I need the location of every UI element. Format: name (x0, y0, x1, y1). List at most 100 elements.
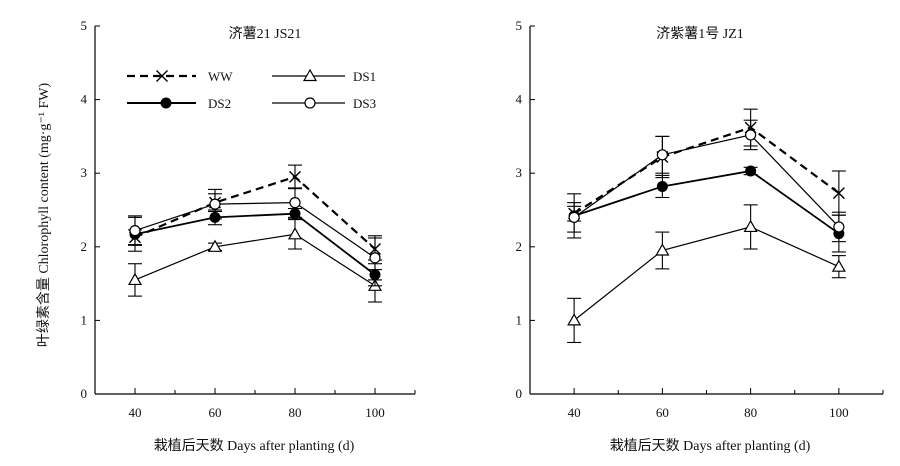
legend-item-ds1: DS1 (272, 68, 376, 84)
data-point-ds1 (207, 239, 223, 252)
panel-title: 济紫薯1号 JZ1 (656, 26, 744, 42)
data-point-ds1 (655, 243, 670, 256)
legend-marker-circle-open (304, 97, 316, 109)
plot-layer: 0 1 2 3 4 5 40 60 80 100 (516, 18, 884, 420)
data-point-ds2 (745, 165, 757, 177)
data-point-ds1 (743, 219, 758, 233)
legend-marker-circle-open-shape (304, 97, 316, 109)
legend-label-ds1: DS1 (353, 69, 376, 84)
data-point-ds1 (287, 227, 303, 240)
series-line-ds1 (573, 226, 840, 321)
data-point-ds1 (831, 259, 846, 272)
series-line-ww (573, 126, 840, 215)
series-line-ds3 (134, 202, 376, 259)
data-point-ds3-shape (656, 149, 668, 161)
data-point-ds3-shape (289, 197, 301, 209)
y-tick-label: 4 (81, 92, 88, 107)
legend-marker-ww (156, 70, 168, 82)
y-tick-label: 0 (516, 386, 523, 401)
y-tick-label: 1 (81, 312, 88, 327)
x-tick-label: 60 (656, 405, 669, 420)
y-tick-label: 2 (81, 239, 88, 254)
series-line-ww (134, 175, 376, 250)
data-point-ds2-shape (745, 165, 757, 177)
data-point-ds3 (833, 221, 845, 233)
data-point-ww-stroke (832, 187, 845, 200)
y-tick-label: 4 (516, 92, 523, 107)
x-axis-title: 栽植后天数 Days after planting (d) (610, 438, 811, 454)
legend-marker-ds3 (304, 97, 316, 109)
y-tick-label: 5 (81, 18, 88, 33)
legend-marker-circle-filled (160, 97, 172, 109)
chart-panel-js21: 济薯21 JS21 栽植后天数 Days after planting (d) … (36, 18, 416, 454)
data-point-ds3 (289, 197, 301, 209)
series-ds3 (567, 119, 846, 243)
x-tick-label: 40 (568, 405, 581, 420)
x-tick-label: 60 (209, 405, 222, 420)
series-line-ds2 (134, 212, 376, 276)
series-ds3 (128, 187, 382, 281)
series-line-ds3 (573, 134, 840, 228)
data-point-ds3 (209, 198, 221, 210)
data-point-ds3-shape (129, 225, 141, 237)
y-tick-label: 3 (516, 165, 523, 180)
data-point-ds2-shape (656, 180, 668, 192)
data-point-ds1-shape (287, 227, 303, 240)
data-point-ds3-shape (745, 129, 757, 141)
plot-layer: 0 1 2 3 4 5 40 60 80 100 (81, 18, 416, 420)
series-ww (128, 164, 382, 261)
series-line-ds1 (134, 233, 376, 287)
y-tick-label: 1 (516, 312, 523, 327)
chart-panel-jz1: 济紫薯1号 JZ1 栽植后天数 Days after planting (d) … (516, 18, 884, 454)
legend-label-ww: WW (208, 69, 233, 84)
legend-item-ds2: DS2 (127, 96, 231, 111)
data-point-ds3-shape (568, 211, 580, 223)
x-tick-label: 80 (289, 405, 302, 420)
series-ds1 (127, 219, 383, 303)
series-line-ds2 (573, 170, 840, 235)
y-tick-label: 2 (516, 239, 523, 254)
y-tick-label: 3 (81, 165, 88, 180)
data-point-ds1-shape (831, 259, 846, 272)
x-tick-label: 100 (829, 405, 849, 420)
legend-item-ww: WW (127, 69, 233, 84)
legend-marker-ds1 (302, 68, 318, 82)
data-point-ds1-shape (743, 219, 758, 233)
x-tick-label: 80 (744, 405, 757, 420)
y-axis-title: 叶绿素含量 Chlorophyll content (mg·g⁻¹ FW) (36, 82, 52, 347)
data-point-ds3 (656, 149, 668, 161)
legend-item-ds3: DS3 (272, 96, 376, 111)
data-point-ds2 (656, 180, 668, 192)
data-point-ds3 (568, 211, 580, 223)
data-point-ds1-shape (127, 272, 143, 286)
data-point-ww-stroke (289, 170, 301, 183)
legend-marker-x-stroke (156, 70, 168, 82)
data-point-ww (832, 187, 845, 200)
data-point-ds3-shape (833, 221, 845, 233)
y-tick-label: 0 (81, 386, 88, 401)
legend-marker-triangle-open-shape (302, 68, 318, 82)
series-ds1 (567, 204, 846, 344)
data-point-ds1-shape (567, 313, 582, 326)
data-point-ds3 (745, 129, 757, 141)
legend-marker-ds2 (160, 97, 172, 109)
legend-label-ds3: DS3 (353, 96, 376, 111)
panel-title: 济薯21 JS21 (229, 26, 302, 42)
data-point-ds1-shape (655, 243, 670, 256)
y-tick-label: 5 (516, 18, 523, 33)
data-point-ds3-shape (369, 252, 381, 264)
data-point-ww (289, 170, 301, 183)
data-point-ds3-shape (209, 198, 221, 210)
x-tick-label: 40 (129, 405, 142, 420)
legend: WW DS1 DS2 DS3 (127, 68, 376, 111)
data-point-ds1-shape (207, 239, 223, 252)
legend-marker-circle-filled-shape (160, 97, 172, 109)
legend-marker-x (156, 70, 168, 82)
data-point-ds1 (567, 313, 582, 326)
x-axis-title: 栽植后天数 Days after planting (d) (154, 438, 355, 454)
legend-label-ds2: DS2 (208, 96, 231, 111)
x-tick-label: 100 (365, 405, 385, 420)
data-point-ds3 (369, 252, 381, 264)
data-point-ds1 (127, 272, 143, 286)
